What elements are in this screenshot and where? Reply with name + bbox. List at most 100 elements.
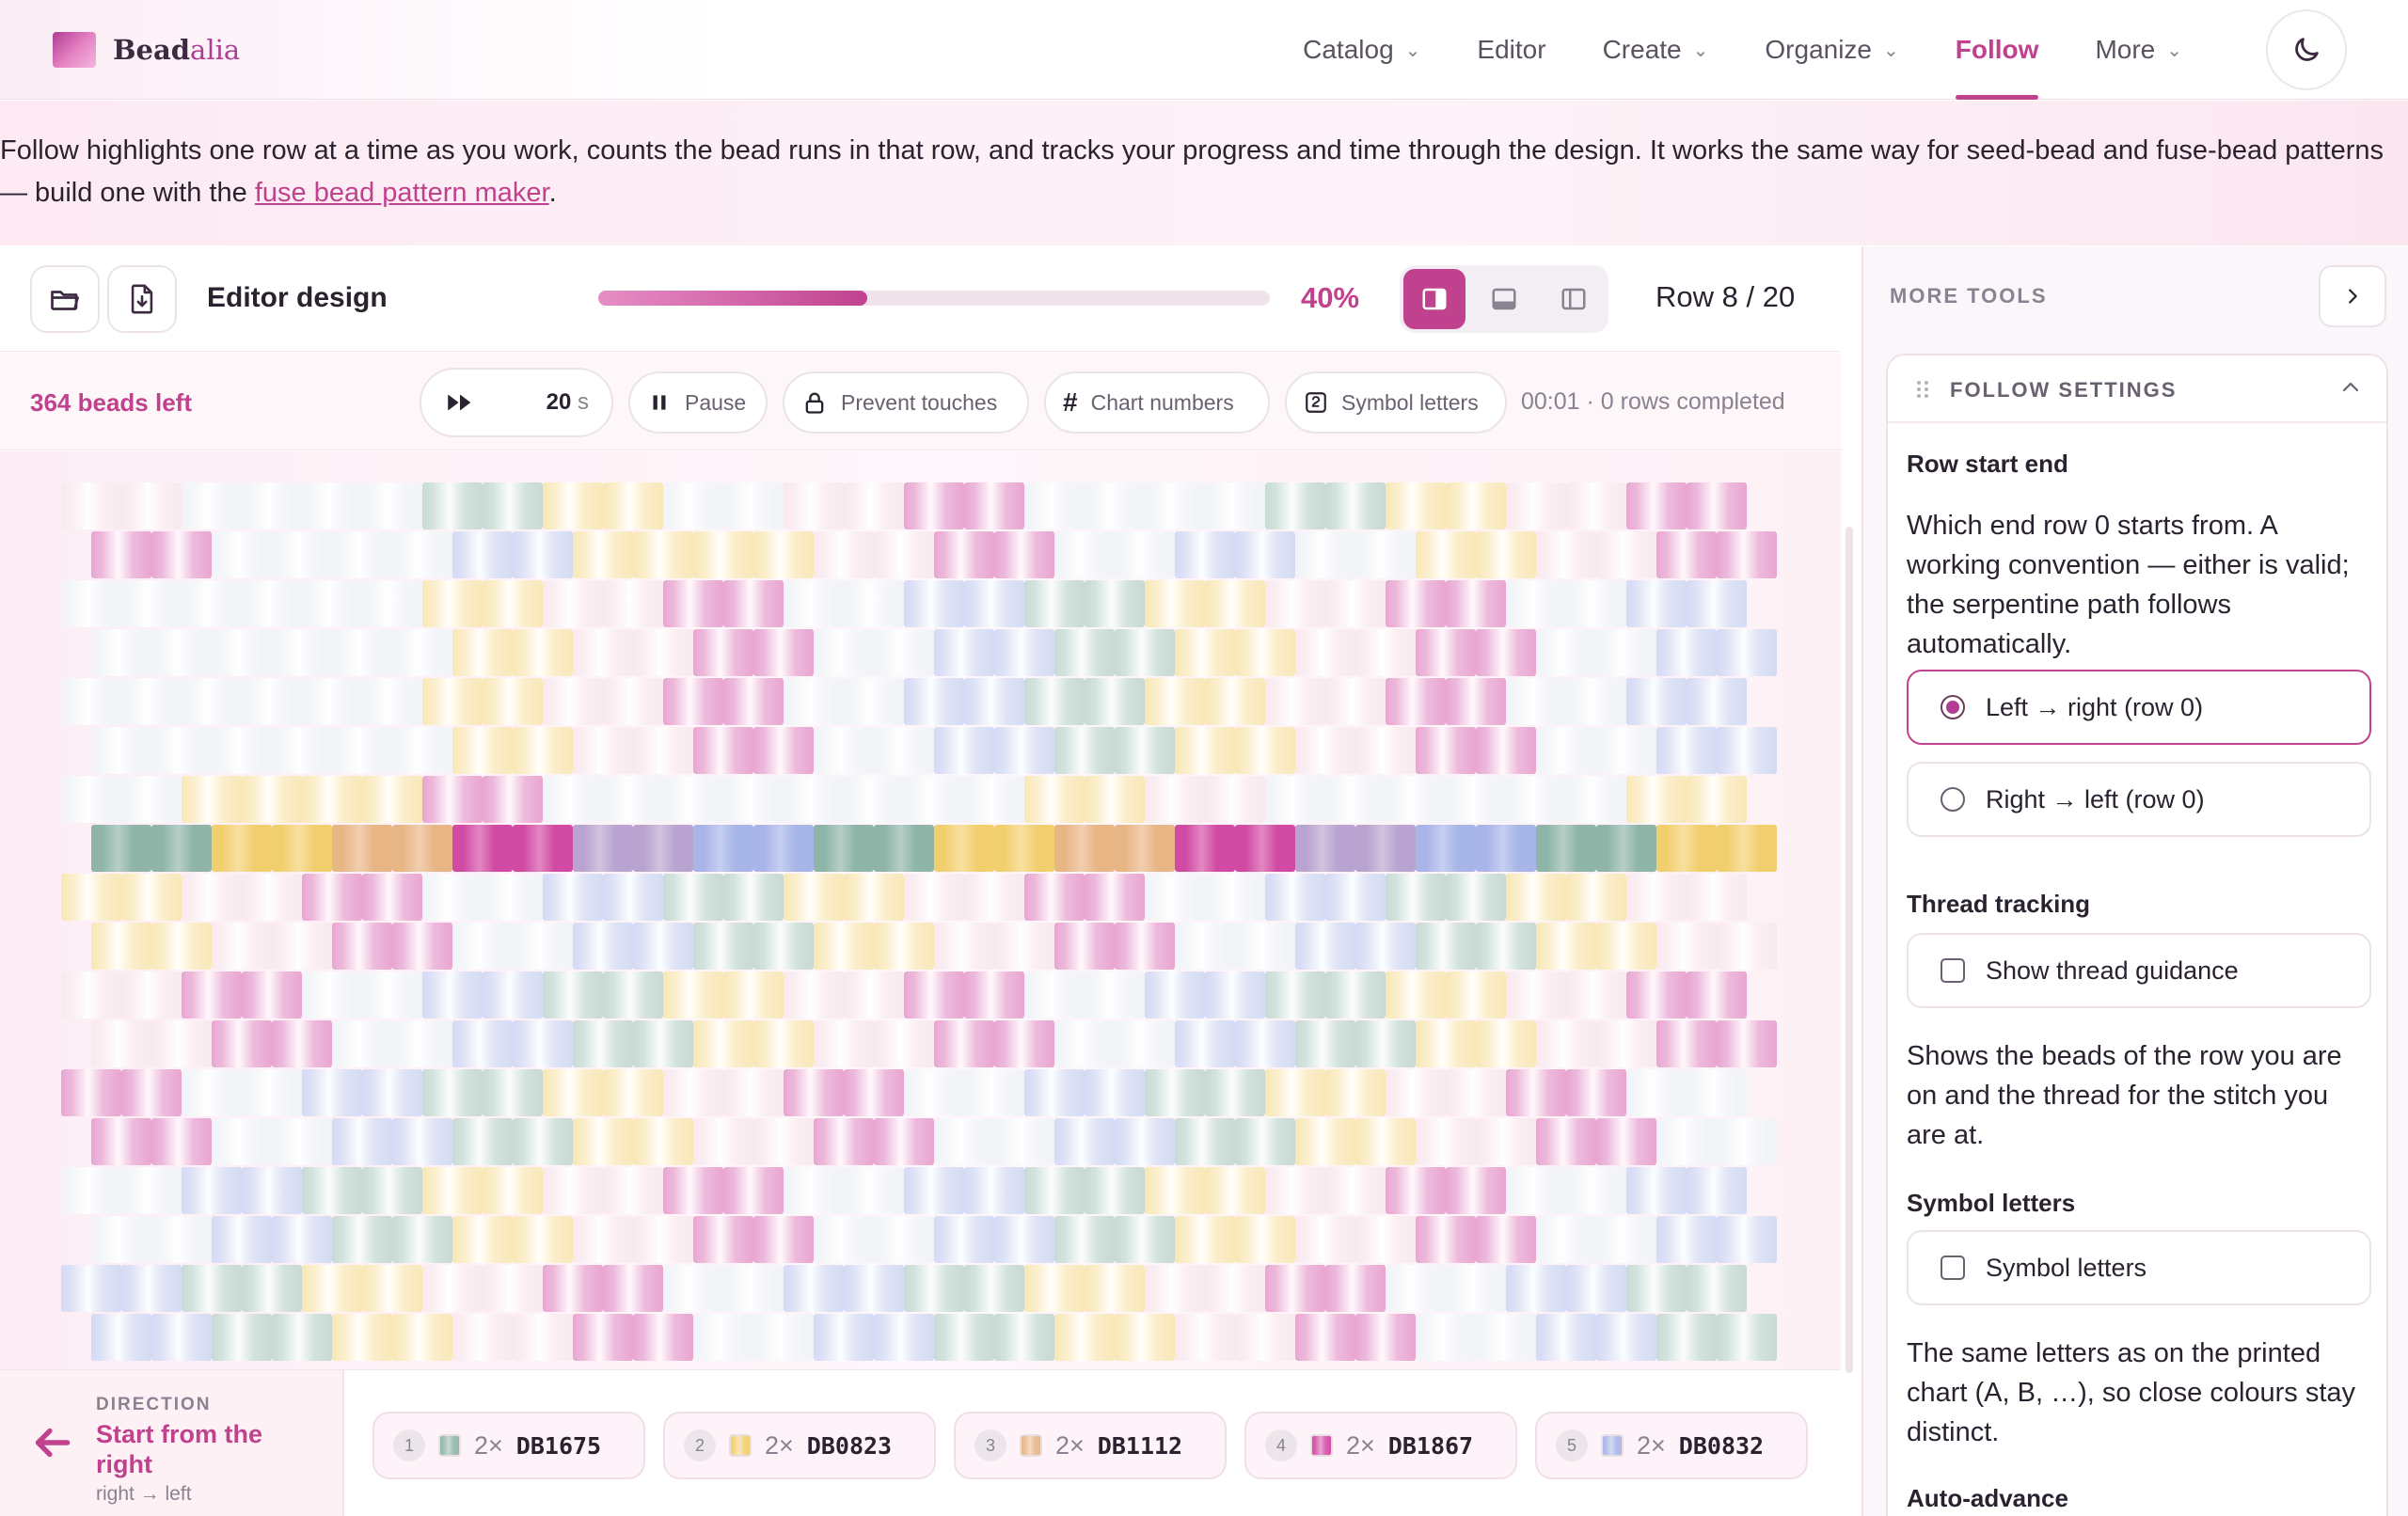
- bead[interactable]: [573, 923, 633, 970]
- bead[interactable]: [422, 580, 483, 627]
- bead[interactable]: [1717, 1020, 1777, 1067]
- bead[interactable]: [1145, 776, 1205, 823]
- bead[interactable]: [1626, 874, 1687, 921]
- bead[interactable]: [362, 678, 422, 725]
- bead[interactable]: [422, 678, 483, 725]
- bead[interactable]: [994, 629, 1054, 676]
- bead[interactable]: [1386, 776, 1446, 823]
- bead[interactable]: [1295, 1118, 1355, 1165]
- bead[interactable]: [1145, 1167, 1205, 1214]
- bead[interactable]: [603, 580, 663, 627]
- bead[interactable]: [573, 1314, 633, 1361]
- bead[interactable]: [1265, 874, 1325, 921]
- bead[interactable]: [392, 1314, 452, 1361]
- bead[interactable]: [1717, 825, 1777, 872]
- bead[interactable]: [663, 776, 723, 823]
- bead[interactable]: [753, 629, 814, 676]
- bead[interactable]: [1506, 1069, 1566, 1116]
- bead[interactable]: [1145, 971, 1205, 1019]
- bead[interactable]: [61, 776, 121, 823]
- bead[interactable]: [1205, 971, 1265, 1019]
- bead[interactable]: [212, 727, 272, 774]
- bead[interactable]: [1235, 923, 1295, 970]
- bead[interactable]: [1295, 825, 1355, 872]
- bead[interactable]: [121, 580, 182, 627]
- bead[interactable]: [1687, 1265, 1747, 1312]
- bead[interactable]: [874, 923, 934, 970]
- bead[interactable]: [874, 1020, 934, 1067]
- bead[interactable]: [784, 678, 844, 725]
- bead[interactable]: [422, 971, 483, 1019]
- bead[interactable]: [633, 1216, 693, 1263]
- bead-row[interactable]: [61, 1265, 1747, 1312]
- bead[interactable]: [483, 1265, 543, 1312]
- bead[interactable]: [1085, 971, 1145, 1019]
- theme-toggle-button[interactable]: [2266, 9, 2347, 90]
- layout-bottom-panel-button[interactable]: [1473, 269, 1535, 329]
- bead[interactable]: [904, 482, 964, 529]
- bead[interactable]: [1024, 874, 1085, 921]
- bead[interactable]: [91, 727, 151, 774]
- bead[interactable]: [1325, 874, 1386, 921]
- bead[interactable]: [362, 580, 422, 627]
- bead[interactable]: [1506, 1167, 1566, 1214]
- bead[interactable]: [1386, 580, 1446, 627]
- bead[interactable]: [1687, 1167, 1747, 1214]
- bead[interactable]: [723, 1265, 784, 1312]
- bead[interactable]: [1295, 629, 1355, 676]
- bead[interactable]: [1536, 629, 1596, 676]
- bead[interactable]: [693, 531, 753, 578]
- bead[interactable]: [1386, 482, 1446, 529]
- bead[interactable]: [1054, 629, 1115, 676]
- bead[interactable]: [573, 1216, 633, 1263]
- bead[interactable]: [1235, 629, 1295, 676]
- brand-logo[interactable]: Beadalia: [53, 32, 240, 68]
- bead[interactable]: [1265, 776, 1325, 823]
- bead[interactable]: [302, 874, 362, 921]
- bead[interactable]: [151, 923, 212, 970]
- bead[interactable]: [1085, 678, 1145, 725]
- bead[interactable]: [1566, 1167, 1626, 1214]
- bead[interactable]: [121, 1265, 182, 1312]
- bead[interactable]: [1295, 1020, 1355, 1067]
- prevent-touches-button[interactable]: Prevent touches: [783, 371, 1029, 434]
- bead[interactable]: [392, 1216, 452, 1263]
- bead[interactable]: [573, 1118, 633, 1165]
- bead[interactable]: [61, 482, 121, 529]
- bead[interactable]: [422, 1265, 483, 1312]
- bead[interactable]: [603, 678, 663, 725]
- bead[interactable]: [934, 1314, 994, 1361]
- bead[interactable]: [633, 923, 693, 970]
- bead[interactable]: [1235, 1216, 1295, 1263]
- bead[interactable]: [934, 825, 994, 872]
- bead[interactable]: [1717, 629, 1777, 676]
- bead[interactable]: [362, 482, 422, 529]
- nav-item-more[interactable]: More ⌄: [2095, 35, 2182, 64]
- bead[interactable]: [1476, 825, 1536, 872]
- bead-row[interactable]: [61, 678, 1747, 725]
- bead[interactable]: [1145, 874, 1205, 921]
- bead[interactable]: [1506, 1265, 1566, 1312]
- bead[interactable]: [1175, 1020, 1235, 1067]
- bead[interactable]: [1656, 825, 1717, 872]
- bead[interactable]: [964, 1167, 1024, 1214]
- bead[interactable]: [1295, 727, 1355, 774]
- bead[interactable]: [964, 678, 1024, 725]
- bead[interactable]: [1536, 1020, 1596, 1067]
- bead[interactable]: [1355, 1216, 1416, 1263]
- bead[interactable]: [1115, 1314, 1175, 1361]
- bead[interactable]: [1355, 1118, 1416, 1165]
- bead[interactable]: [663, 971, 723, 1019]
- bead-row[interactable]: [91, 727, 1777, 774]
- bead[interactable]: [934, 531, 994, 578]
- bead[interactable]: [1265, 1069, 1325, 1116]
- bead[interactable]: [1687, 482, 1747, 529]
- nav-item-follow[interactable]: Follow: [1927, 0, 2067, 100]
- bead[interactable]: [1446, 482, 1506, 529]
- bead[interactable]: [1656, 1314, 1717, 1361]
- bead-row[interactable]: [61, 482, 1747, 529]
- bead[interactable]: [1536, 825, 1596, 872]
- bead[interactable]: [1115, 1020, 1175, 1067]
- bead[interactable]: [1295, 531, 1355, 578]
- bead[interactable]: [1235, 727, 1295, 774]
